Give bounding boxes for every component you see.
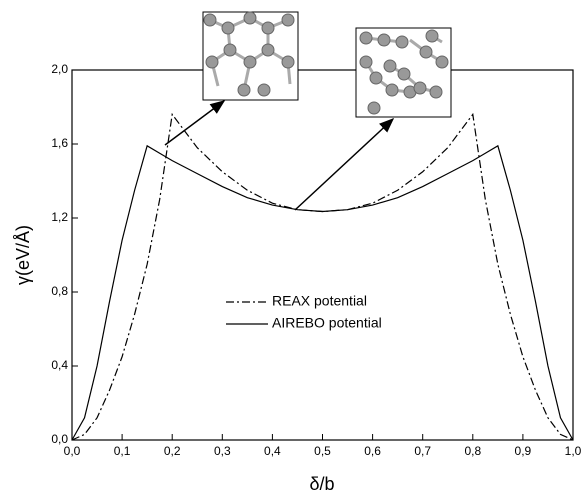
x-tick-label: 0,6 xyxy=(364,444,381,458)
legend-label: REAX potential xyxy=(272,293,367,309)
x-tick-label: 0,7 xyxy=(414,444,431,458)
x-tick-label: 1,0 xyxy=(565,444,582,458)
x-tick-label: 0,5 xyxy=(314,444,331,458)
plot-frame xyxy=(71,69,574,441)
y-tick-label: 2,0 xyxy=(51,62,68,76)
inset-left xyxy=(202,11,299,101)
inset-right xyxy=(355,27,452,118)
x-tick-label: 0,2 xyxy=(164,444,181,458)
x-tick-label: 0,3 xyxy=(214,444,231,458)
x-tick-label: 0,4 xyxy=(264,444,281,458)
x-tick-label: 0,1 xyxy=(114,444,131,458)
y-axis-label: γ(eV/Å) xyxy=(13,225,33,285)
x-tick-label: 0,8 xyxy=(464,444,481,458)
y-tick-label: 0,0 xyxy=(51,432,68,446)
x-tick-label: 0,9 xyxy=(515,444,532,458)
x-tick-label: 0,0 xyxy=(64,444,81,458)
y-tick-label: 1,6 xyxy=(51,136,68,150)
legend-label: AIREBO potential xyxy=(272,315,382,331)
series-line xyxy=(71,144,574,441)
arrow xyxy=(164,100,226,146)
y-tick-label: 0,8 xyxy=(51,284,68,298)
y-tick-label: 1,2 xyxy=(51,210,68,224)
x-axis-label: δ/b xyxy=(309,474,334,494)
arrow xyxy=(294,117,395,211)
y-tick-label: 0,4 xyxy=(51,358,68,372)
series-line xyxy=(71,112,574,441)
